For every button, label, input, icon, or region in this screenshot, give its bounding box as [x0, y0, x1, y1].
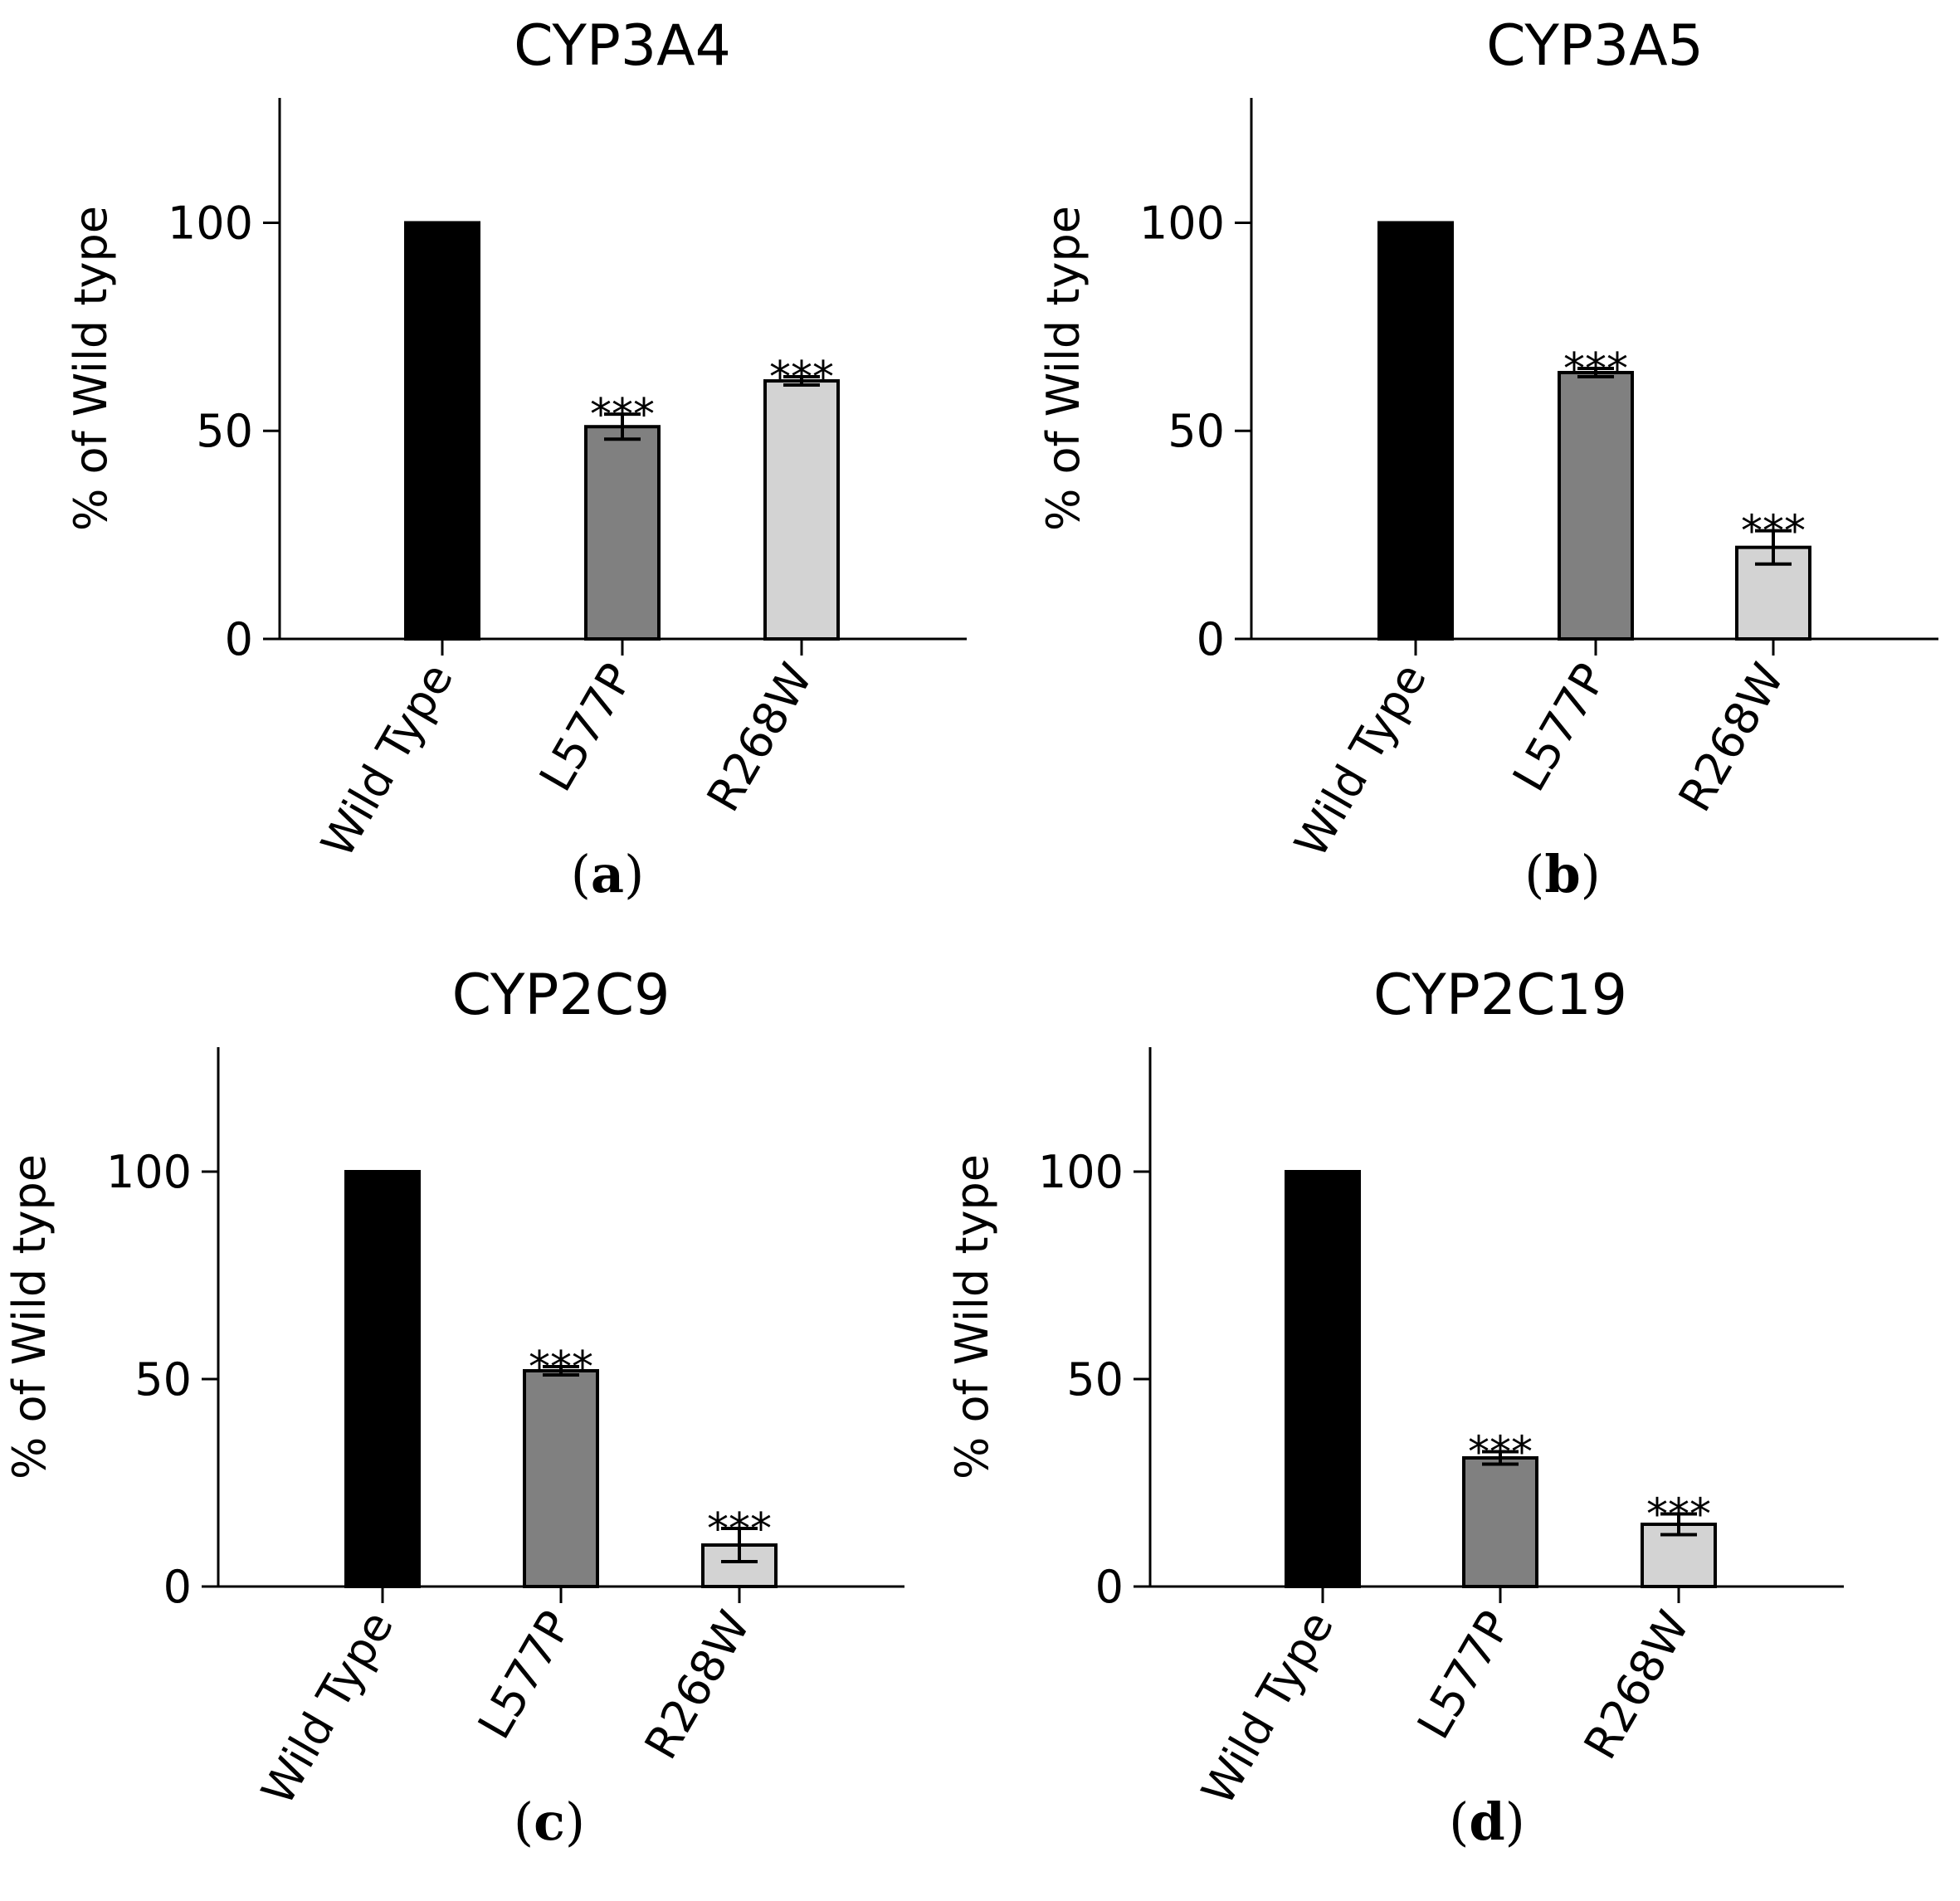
chart-panel-c: CYP2C9 % of Wild type 0 50 100 Wild Type *** L5…	[3, 963, 904, 1852]
y-tick-label: 50	[1168, 405, 1225, 457]
significance-marker: ***	[1468, 1428, 1533, 1478]
y-tick-label: 100	[168, 197, 253, 249]
bar-wild-type	[404, 221, 480, 641]
y-tick-label: 50	[196, 405, 253, 457]
x-tick-label: L577P	[1503, 655, 1616, 800]
error-bar	[783, 375, 820, 388]
panel-label: (b)	[1524, 844, 1601, 904]
x-tick-label: R268W	[635, 1602, 761, 1767]
chart-panel-a: CYP3A4 % of Wild type 0 50 100 Wild Type *** L5…	[65, 13, 967, 904]
bar-l577p	[584, 425, 661, 641]
chart-title: CYP3A5	[1486, 13, 1704, 79]
panel-label: (d)	[1449, 1791, 1525, 1852]
y-tick-label: 0	[1095, 1561, 1124, 1613]
x-tick-label: R268W	[1574, 1602, 1700, 1767]
bar-l577p	[1462, 1456, 1538, 1588]
y-tick-label: 100	[106, 1146, 192, 1198]
y-axis-label: % of Wild type	[65, 206, 117, 531]
panel-label: (a)	[571, 844, 645, 904]
bar-wild-type	[344, 1170, 421, 1588]
significance-marker: ***	[529, 1343, 593, 1392]
significance-marker: ***	[707, 1504, 772, 1554]
chart-title: CYP2C19	[1373, 963, 1627, 1028]
chart-title: CYP3A4	[514, 13, 731, 79]
x-tick-label: Wild Type	[1285, 655, 1436, 866]
bar-l577p	[523, 1369, 599, 1588]
x-tick-label: R268W	[1669, 655, 1795, 820]
bar-wild-type	[1285, 1170, 1361, 1588]
error-bar	[1755, 529, 1792, 566]
bar-r268w	[763, 379, 840, 641]
y-tick-label: 50	[1066, 1353, 1124, 1406]
x-tick-label: Wild Type	[311, 655, 463, 866]
x-tick-label: L577P	[1407, 1602, 1521, 1747]
panel-letter: b	[1544, 844, 1580, 904]
chart-panel-b: CYP3A5 % of Wild type 0 50 100 Wild Type *** L5…	[1037, 13, 1938, 904]
y-tick-label: 100	[1038, 1146, 1124, 1198]
panel-letter: c	[534, 1791, 565, 1852]
panel-letter: d	[1469, 1791, 1504, 1852]
error-bar	[1482, 1450, 1519, 1466]
y-tick-label: 100	[1139, 197, 1225, 249]
y-tick-label: 0	[163, 1561, 192, 1613]
y-tick-label: 0	[1197, 613, 1225, 665]
error-bar	[721, 1527, 758, 1563]
x-tick-label: L577P	[468, 1602, 582, 1747]
bar-l577p	[1558, 371, 1634, 641]
y-axis-label: % of Wild type	[946, 1154, 998, 1479]
error-bar	[604, 412, 641, 441]
chart-panel-d: CYP2C19 % of Wild type 0 50 100 Wild Type *** L…	[946, 963, 1844, 1852]
y-axis-label: % of Wild type	[3, 1154, 56, 1479]
significance-marker: ***	[769, 353, 834, 402]
chart-title: CYP2C9	[452, 963, 670, 1028]
significance-marker: ***	[1646, 1490, 1711, 1540]
significance-marker: ***	[1741, 507, 1806, 557]
y-tick-label: 50	[134, 1353, 192, 1406]
significance-marker: ***	[1563, 344, 1628, 394]
error-bar	[1577, 367, 1614, 379]
significance-marker: ***	[590, 390, 655, 440]
y-axis-label: % of Wild type	[1037, 206, 1090, 531]
x-tick-label: Wild Type	[1192, 1602, 1343, 1814]
error-bar	[1660, 1512, 1697, 1537]
x-tick-label: Wild Type	[251, 1602, 403, 1814]
x-tick-label: L577P	[529, 655, 643, 800]
panel-label: (c)	[514, 1791, 585, 1852]
error-bar	[543, 1365, 579, 1377]
y-tick-label: 0	[225, 613, 253, 665]
panel-letter: a	[591, 844, 624, 904]
bar-wild-type	[1377, 221, 1454, 641]
x-tick-label: R268W	[697, 655, 823, 820]
